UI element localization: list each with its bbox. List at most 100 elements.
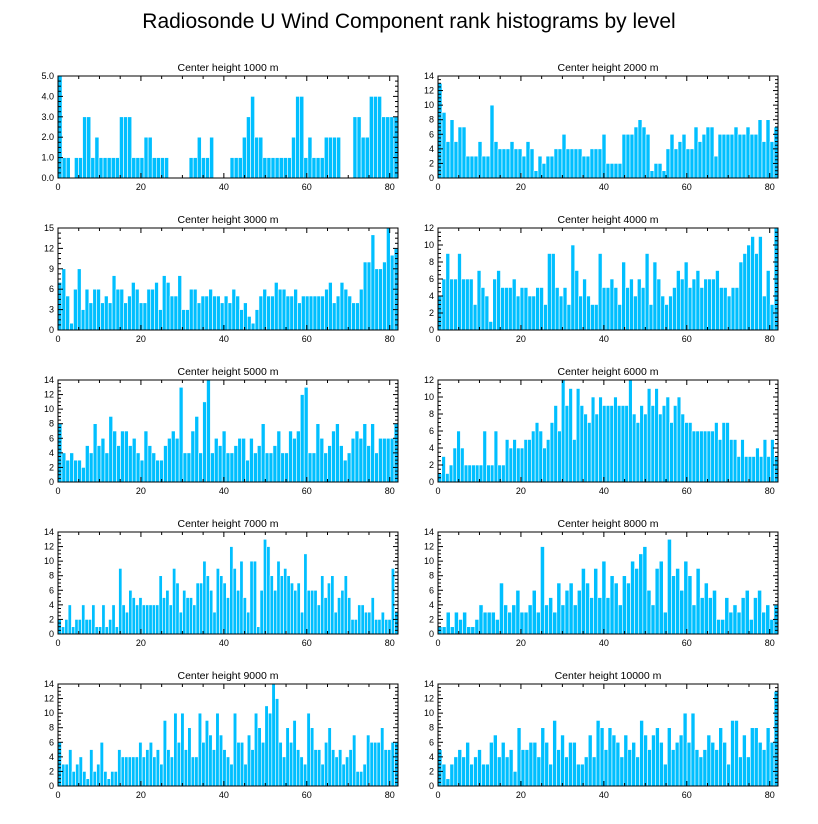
bar: [328, 282, 333, 331]
bar: [707, 278, 712, 331]
bar: [670, 749, 676, 787]
bar: [499, 582, 504, 635]
y-tick-label: 0.0: [41, 173, 54, 183]
bar: [275, 698, 280, 787]
x-tick-label: 0: [435, 638, 440, 648]
bar: [336, 136, 341, 179]
bar: [108, 619, 113, 635]
y-tick-label: 6: [49, 737, 54, 747]
bar: [587, 734, 593, 787]
bar: [92, 423, 98, 483]
bar: [303, 386, 309, 483]
bar: [148, 741, 153, 787]
bar: [762, 295, 767, 331]
bar: [270, 157, 276, 179]
bar: [124, 430, 129, 483]
bar: [441, 763, 447, 787]
bar: [644, 253, 650, 331]
x-tick-label: 60: [302, 790, 312, 800]
bar: [477, 749, 482, 787]
bar: [323, 597, 328, 635]
bar: [128, 589, 133, 635]
bar: [470, 626, 476, 635]
bar: [229, 546, 234, 635]
bar: [366, 445, 371, 483]
bar: [61, 268, 67, 331]
panel-3: Center height 3000 m 0 3 6 9 12 15 0 20 40 60 80: [44, 214, 399, 344]
bar: [101, 604, 106, 635]
bar: [369, 96, 374, 179]
bar: [341, 763, 346, 787]
bar: [355, 771, 360, 787]
bar: [77, 459, 82, 483]
bar: [115, 157, 120, 179]
bar: [542, 447, 547, 483]
bar: [531, 295, 537, 331]
bar: [635, 422, 641, 483]
bar: [215, 712, 220, 787]
bar: [176, 741, 181, 787]
bar: [663, 763, 668, 787]
bar: [453, 756, 459, 787]
bar: [740, 439, 745, 483]
bar: [595, 720, 601, 787]
bar: [256, 626, 261, 635]
bar: [205, 575, 210, 635]
bar: [454, 611, 459, 635]
panel-5: Center height 5000 m 0 2 4 6 8 10 12 14 0 20 40 60 80: [44, 366, 399, 496]
bar: [613, 396, 618, 483]
x-tick-label: 0: [435, 790, 440, 800]
bar: [456, 430, 461, 483]
x-tick-label: 40: [599, 334, 609, 344]
bar: [453, 278, 458, 331]
y-tick-label: 2: [49, 462, 54, 472]
bar: [468, 278, 474, 331]
bar: [695, 270, 701, 331]
bar: [642, 546, 648, 635]
bar: [145, 604, 150, 635]
bar: [497, 756, 502, 787]
panel-title: Center height 10000 m: [555, 670, 662, 682]
bar: [373, 741, 378, 787]
bar: [680, 413, 685, 483]
bar: [291, 136, 296, 179]
bar: [246, 116, 251, 179]
bar: [359, 771, 364, 787]
bar: [674, 741, 680, 787]
bar: [528, 741, 534, 787]
bar: [482, 611, 488, 635]
bar: [722, 741, 727, 787]
bar: [226, 597, 230, 635]
bar: [732, 604, 738, 635]
y-tick-label: 8: [429, 571, 434, 581]
bar: [500, 287, 505, 331]
bar: [78, 157, 83, 179]
y-tick-label: 0: [49, 629, 54, 639]
bar: [523, 439, 528, 483]
bar: [765, 270, 771, 331]
bar: [650, 405, 656, 483]
bar: [173, 712, 178, 787]
bar: [119, 288, 124, 331]
bar: [597, 148, 603, 179]
y-tick-label: 8: [429, 409, 434, 419]
bar: [89, 749, 94, 787]
bar: [87, 619, 92, 635]
bar: [389, 437, 395, 483]
panel-title: Center height 4000 m: [558, 214, 659, 226]
bar: [648, 304, 654, 331]
bar: [81, 604, 86, 635]
bar: [324, 288, 329, 331]
x-tick-label: 20: [516, 790, 526, 800]
bar: [545, 155, 551, 179]
y-tick-label: 10: [424, 240, 434, 250]
bar: [577, 148, 583, 179]
bar: [738, 261, 744, 331]
bar: [480, 287, 486, 331]
bar: [602, 405, 607, 483]
bar: [187, 727, 192, 787]
bar: [705, 126, 711, 179]
bar: [339, 282, 345, 331]
bar: [654, 388, 659, 483]
panel-1: Center height 1000 m 0.0 1.0 2.0 3.0 4.0 5.0 0 2…: [41, 62, 399, 192]
